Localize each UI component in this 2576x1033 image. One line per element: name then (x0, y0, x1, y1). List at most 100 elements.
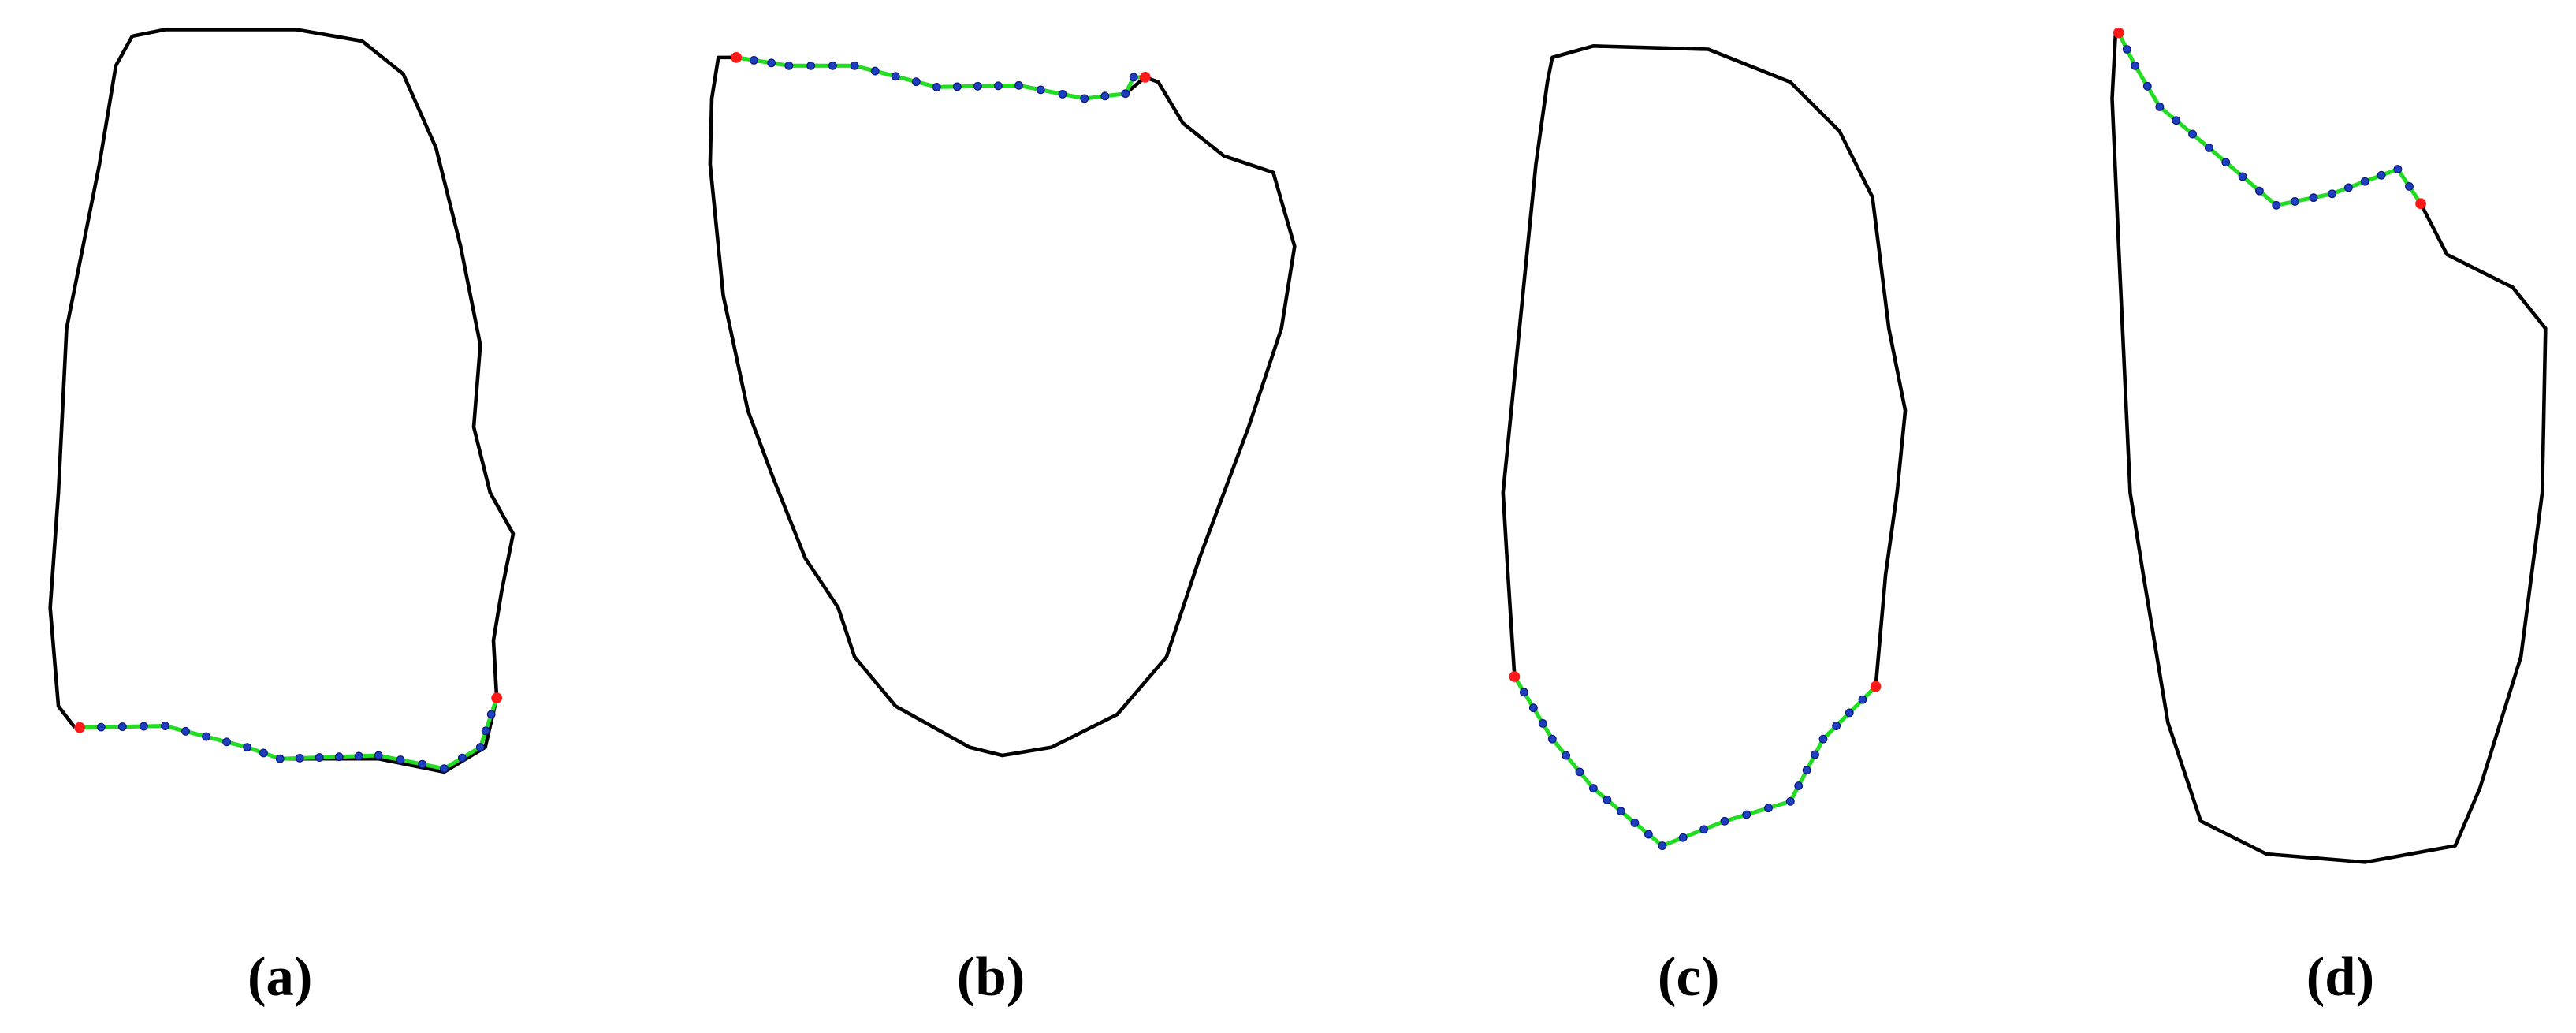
sample-point (1678, 833, 1688, 842)
sample-point (440, 764, 449, 774)
sample-point (334, 752, 344, 762)
sample-point (1658, 841, 1667, 850)
fitted-curve (2116, 32, 2423, 207)
sample-point (295, 753, 304, 763)
fitted-curve (80, 697, 499, 771)
end-point (2113, 27, 2124, 39)
sample-point (806, 61, 816, 70)
panel-label: (c) (1658, 946, 1720, 1008)
outline (1501, 44, 1908, 848)
panel-label: (b) (957, 946, 1026, 1008)
sample-point (767, 58, 776, 68)
sample-point (993, 81, 1003, 91)
sample-point (1058, 89, 1067, 99)
sample-point (2393, 165, 2403, 173)
sample-point (870, 66, 880, 76)
sample-point (911, 77, 921, 87)
sample-point (1794, 781, 1804, 790)
sample-point (275, 754, 285, 763)
sample-point (1575, 767, 1584, 777)
sample-point (161, 722, 169, 730)
fitted-curve (735, 55, 1145, 101)
sample-point (1616, 807, 1625, 816)
outline (2110, 31, 2548, 864)
sample-point (932, 82, 941, 91)
sample-point (1129, 73, 1138, 82)
sample-point (2122, 45, 2131, 54)
sample-point (2221, 158, 2231, 167)
sample-point (891, 72, 900, 81)
sample-point (2131, 61, 2140, 70)
panel-label: (d) (2306, 946, 2375, 1008)
sample-point (2255, 186, 2264, 196)
sample-point (2188, 129, 2197, 139)
sample-point (1014, 80, 1023, 90)
sample-point (2328, 189, 2336, 199)
sample-point (222, 737, 231, 747)
sample-point (418, 759, 427, 769)
end-point (2415, 198, 2426, 210)
sample-point (850, 61, 859, 70)
sample-point (1742, 810, 1751, 819)
sample-point (952, 82, 962, 91)
sample-point (481, 726, 490, 736)
sample-point (1562, 751, 1571, 760)
sample-point (2360, 177, 2369, 186)
sample-point (1100, 91, 1110, 101)
sample-point (1699, 825, 1709, 834)
sample-point (2238, 172, 2247, 181)
sample-point (828, 61, 837, 70)
sample-point (181, 726, 190, 736)
sample-point (1603, 795, 1612, 804)
sample-point (96, 722, 106, 732)
sample-point (1858, 695, 1867, 704)
sample-point (139, 722, 148, 731)
outline (708, 55, 1297, 758)
panel-label: (a) (248, 946, 313, 1008)
sample-point (1588, 784, 1598, 793)
sample-point (1519, 688, 1528, 697)
end-point (1509, 671, 1521, 682)
sample-point (1080, 94, 1089, 103)
end-point (74, 722, 86, 733)
outline (48, 28, 516, 774)
end-point (731, 52, 743, 63)
sample-point (475, 743, 485, 752)
sample-point (1785, 796, 1795, 806)
sample-point (1845, 708, 1854, 718)
sample-point (202, 732, 210, 741)
sample-point (2377, 170, 2386, 180)
sample-point (973, 81, 982, 91)
sample-point (315, 753, 324, 762)
sample-point (396, 755, 405, 764)
sample-point (243, 743, 252, 752)
sample-point (1832, 722, 1841, 730)
sample-point (374, 751, 383, 760)
end-point (491, 692, 503, 704)
sample-point (1547, 734, 1557, 744)
sample-point (1720, 816, 1729, 826)
fitted-curve (1513, 675, 1878, 848)
sample-point (1528, 703, 1538, 713)
sample-point (2155, 102, 2165, 111)
end-point (1870, 681, 1882, 692)
sample-point (117, 722, 127, 731)
sample-point (1538, 719, 1547, 728)
sample-point (2343, 183, 2353, 192)
sample-point (2272, 200, 2281, 210)
sample-point (1644, 830, 1653, 839)
sample-point (2142, 81, 2152, 91)
sample-point (1764, 804, 1773, 813)
sample-point (259, 748, 268, 758)
sample-point (1121, 89, 1130, 99)
sample-point (2309, 193, 2318, 203)
sample-point (1630, 819, 1640, 827)
sample-point (1811, 750, 1819, 759)
sample-point (750, 55, 758, 65)
sample-point (1036, 85, 1045, 95)
sample-point (354, 751, 363, 761)
sample-point (2290, 197, 2299, 206)
sample-point (458, 753, 467, 763)
